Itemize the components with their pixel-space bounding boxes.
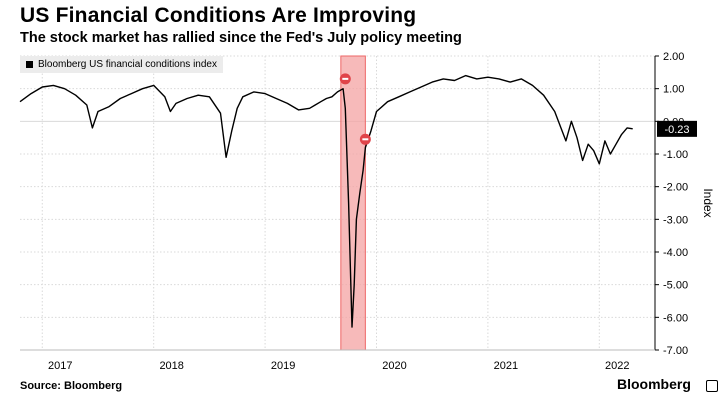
series-line — [19, 74, 633, 328]
page-title: US Financial Conditions Are Improving — [20, 4, 417, 27]
source-note: Source: Bloomberg — [20, 380, 123, 392]
x-tick-label: 2022 — [605, 360, 629, 372]
legend-swatch — [26, 61, 33, 68]
y-tick-label: -7.00 — [663, 345, 688, 357]
y-tick-label: 1.00 — [663, 84, 684, 96]
y-tick-label: -4.00 — [663, 247, 688, 259]
y-tick-label: 2.00 — [663, 51, 684, 63]
x-tick-label: 2020 — [382, 360, 406, 372]
x-tick-label: 2018 — [159, 360, 183, 372]
event-marker-glyph — [342, 77, 349, 80]
chart-legend: Bloomberg US financial conditions index — [20, 56, 223, 73]
x-tick-label: 2019 — [271, 360, 295, 372]
page-subtitle: The stock market has rallied since the F… — [20, 30, 462, 46]
brand-name: Bloomberg — [617, 376, 691, 392]
bloomberg-logo-icon — [706, 380, 718, 392]
y-tick-label: -1.00 — [663, 149, 688, 161]
y-tick-label: -3.00 — [663, 214, 688, 226]
last-value-badge — [657, 120, 697, 137]
y-tick-label: -2.00 — [663, 182, 688, 194]
event-marker-glyph — [362, 138, 369, 141]
y-tick-label: -5.00 — [663, 280, 688, 292]
y-axis-title: Index — [701, 188, 715, 217]
x-tick-label: 2021 — [494, 360, 518, 372]
legend-label: Bloomberg US financial conditions index — [38, 59, 217, 70]
last-value-label: -0.23 — [664, 124, 689, 136]
y-tick-label: -6.00 — [663, 312, 688, 324]
x-tick-label: 2017 — [48, 360, 72, 372]
